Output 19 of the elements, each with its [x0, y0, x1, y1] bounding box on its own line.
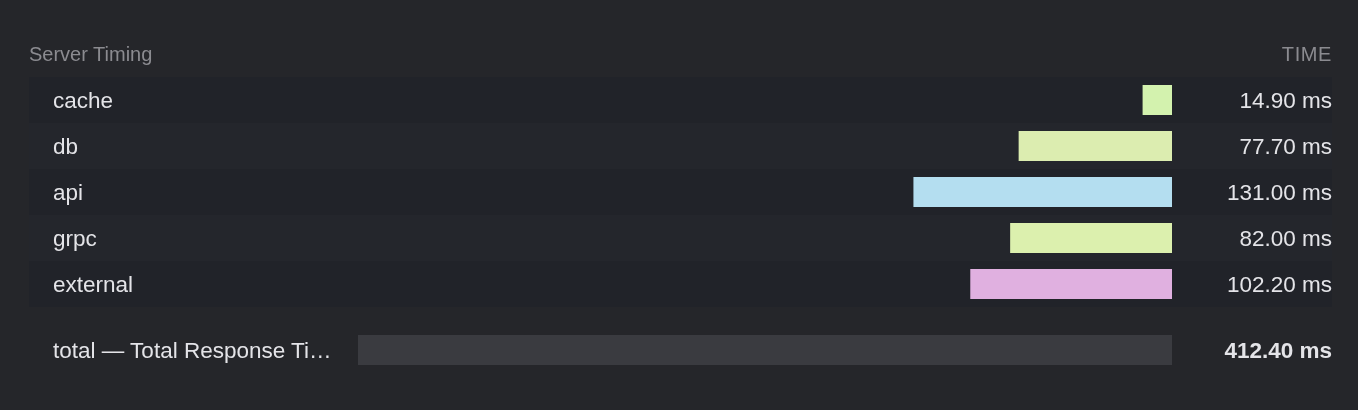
y-tick-label: grpc	[53, 225, 97, 251]
bar	[970, 269, 1172, 299]
data-label: 82.00 ms	[1239, 225, 1332, 251]
data-label: 77.70 ms	[1239, 133, 1332, 159]
data-label: 14.90 ms	[1239, 87, 1332, 113]
y-tick-label: db	[53, 133, 79, 159]
y-tick-label: cache	[53, 87, 114, 113]
bar	[1010, 223, 1172, 253]
bar	[1018, 131, 1172, 161]
y-tick-label: total — Total Response Ti…	[53, 337, 332, 363]
data-label: 412.40 ms	[1224, 337, 1332, 363]
data-label: 131.00 ms	[1226, 179, 1332, 205]
y-tick-label: api	[53, 179, 84, 205]
text: TIME	[1281, 43, 1332, 65]
bar	[913, 177, 1172, 207]
text: Server Timing	[29, 43, 153, 65]
data-label: 102.20 ms	[1226, 271, 1332, 297]
bar	[1142, 85, 1172, 115]
y-tick-label: external	[53, 271, 134, 297]
